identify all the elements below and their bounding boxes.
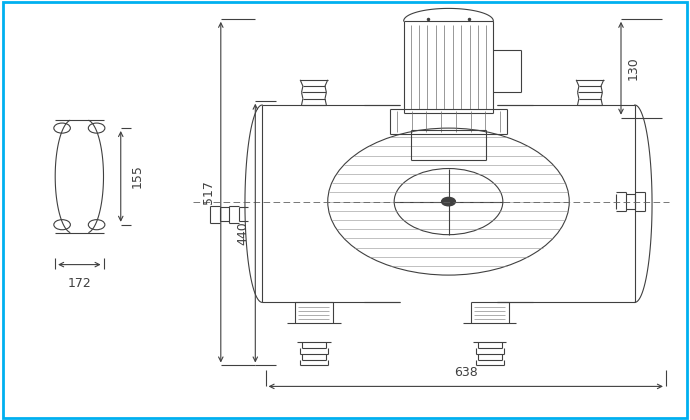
Text: 155: 155 [131, 165, 144, 188]
Circle shape [442, 197, 455, 206]
Text: 517: 517 [202, 180, 215, 204]
Text: 130: 130 [627, 56, 640, 80]
Text: 172: 172 [68, 277, 91, 290]
Text: 440: 440 [237, 221, 249, 245]
Text: 638: 638 [454, 366, 477, 379]
